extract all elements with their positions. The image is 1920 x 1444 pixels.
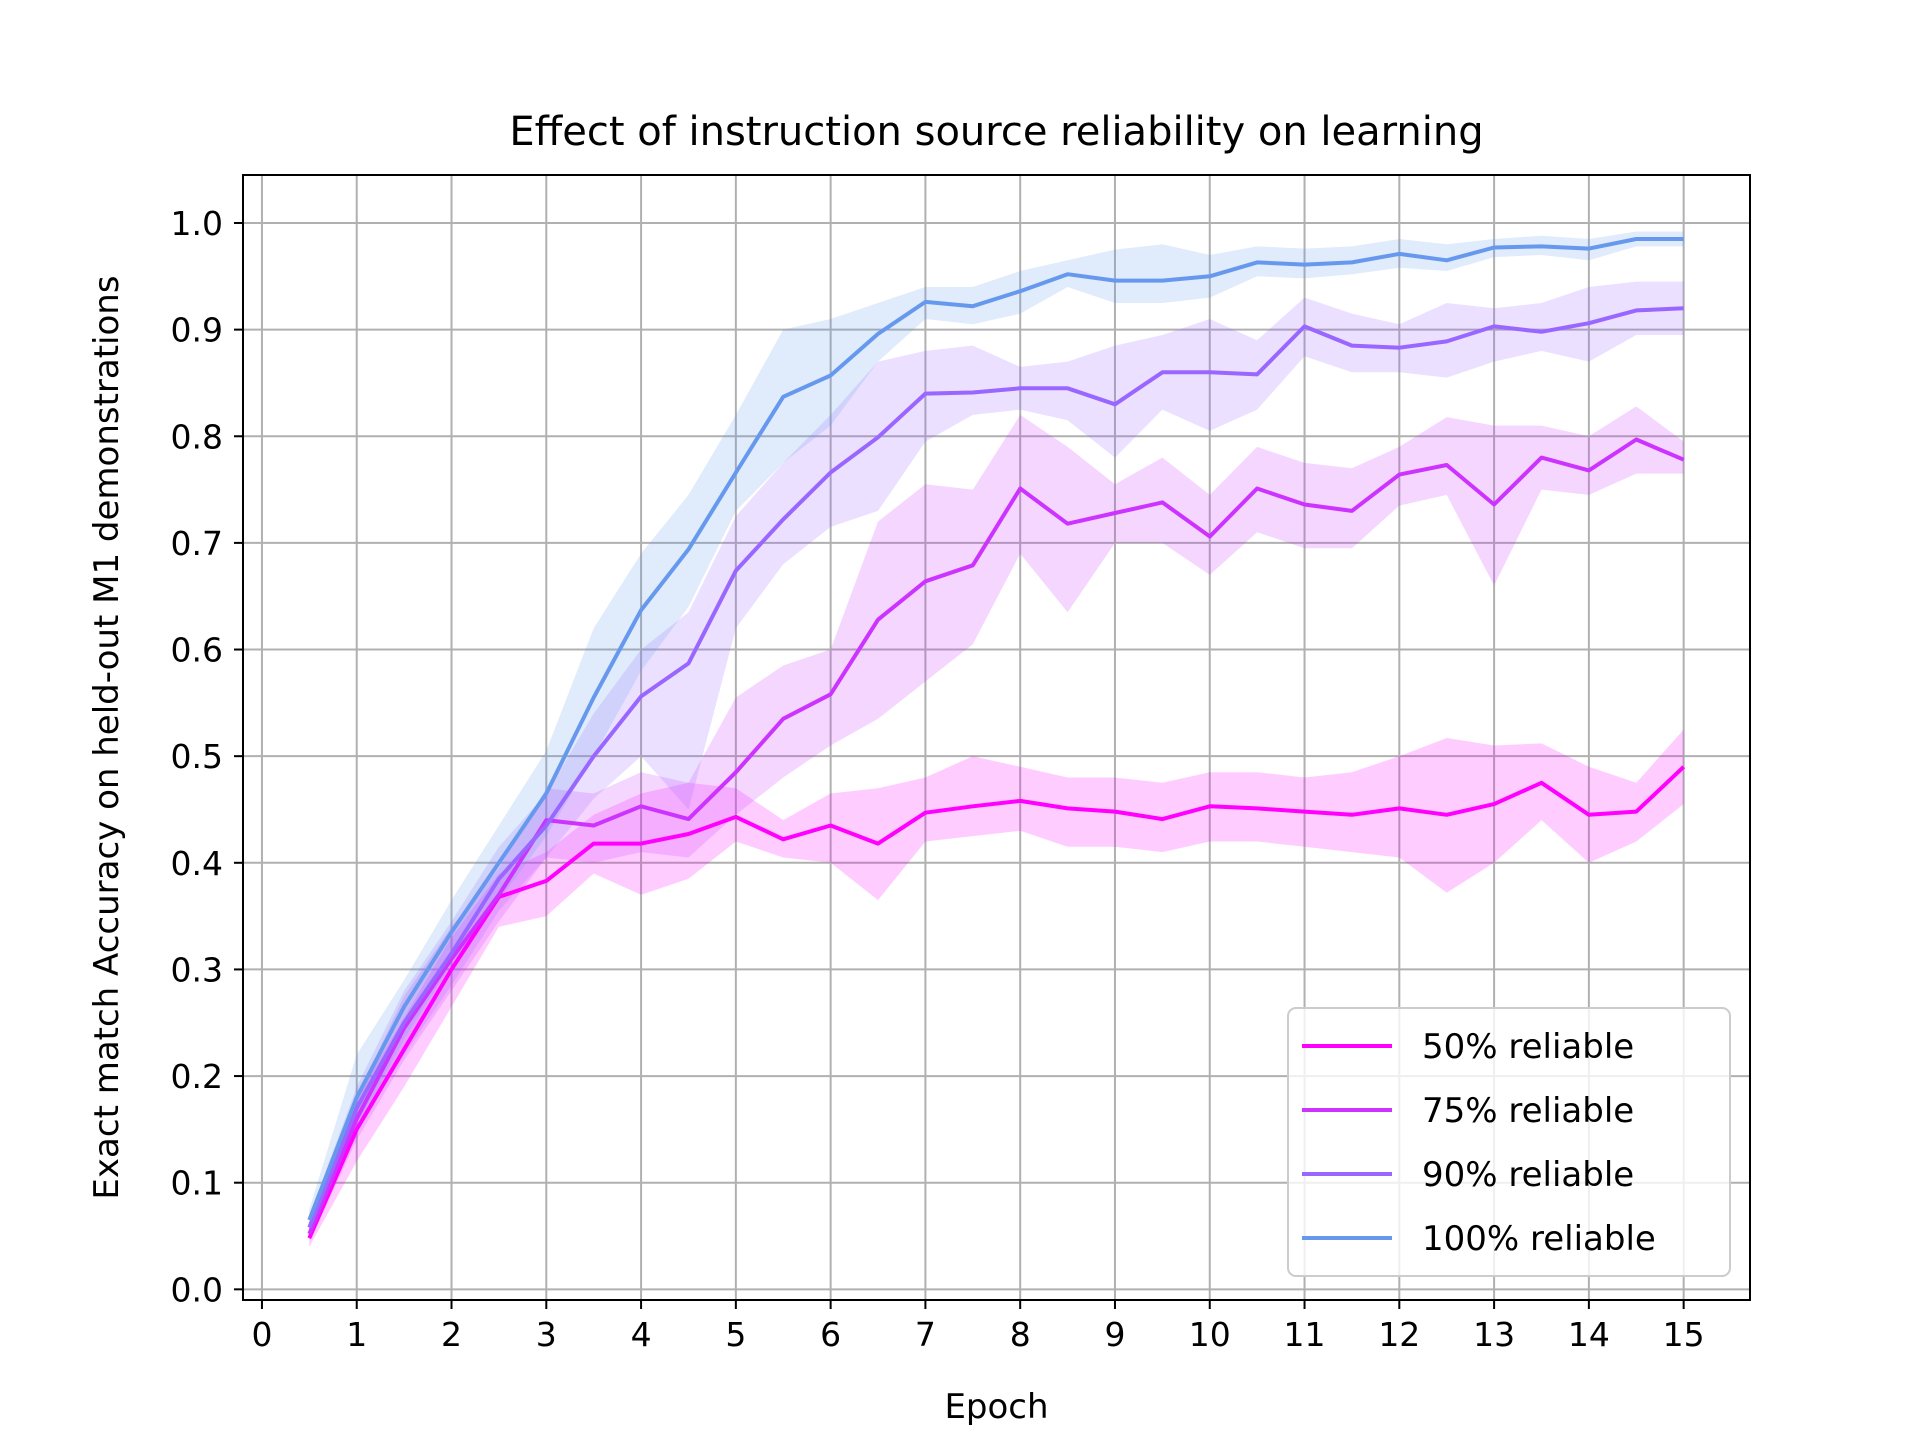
y-tick-label: 0.7: [171, 524, 223, 563]
x-tick-label: 12: [1378, 1315, 1420, 1354]
y-tick-label: 0.9: [171, 311, 223, 350]
plot-frame: [242, 174, 1751, 1301]
legend-label: 75% reliable: [1422, 1091, 1634, 1131]
axis-ticks: 0 1 2 3 4 5 6 7 8 9 10 11 12 13 14 150.00.10.20.30.40.5…: [171, 204, 1705, 1354]
x-tick-label: 8: [1010, 1315, 1031, 1354]
legend-label: 100% reliable: [1422, 1219, 1656, 1259]
legend-box: [1287, 1007, 1731, 1277]
x-tick-label: 3: [536, 1315, 557, 1354]
y-tick-label: 0.6: [171, 631, 223, 670]
x-tick-label: 7: [915, 1315, 936, 1354]
grid: [243, 175, 1750, 1300]
series-line-2: [307, 306, 1684, 1229]
x-tick-label: 5: [725, 1315, 746, 1354]
series-line-3: [307, 237, 1684, 1221]
confidence-band-0: [309, 729, 1684, 1247]
y-tick-label: 0.3: [171, 950, 223, 989]
x-tick-label: 10: [1189, 1315, 1231, 1354]
x-tick-label: 1: [346, 1315, 367, 1354]
confidence-band-3: [309, 231, 1684, 1231]
y-tick-label: 0.2: [171, 1057, 223, 1096]
x-tick-label: 0: [251, 1315, 272, 1354]
y-tick-label: 0.5: [171, 737, 223, 776]
y-tick-label: 0.1: [171, 1164, 223, 1203]
x-tick-label: 11: [1284, 1315, 1326, 1354]
y-tick-label: 0.8: [171, 417, 223, 456]
legend: 50% reliable 75% reliable 90% reliable 100%…: [1287, 1007, 1731, 1277]
x-tick-label: 13: [1473, 1315, 1515, 1354]
x-tick-label: 6: [820, 1315, 841, 1354]
y-tick-label: 0.0: [171, 1270, 223, 1309]
legend-label: 50% reliable: [1422, 1027, 1634, 1067]
y-axis-label: Exact match Accuracy on held-out M1 demo…: [87, 275, 127, 1199]
y-tick-label: 1.0: [171, 204, 223, 243]
series-lines: [307, 237, 1686, 1239]
x-tick-label: 9: [1104, 1315, 1125, 1354]
x-tick-label: 2: [441, 1315, 462, 1354]
y-tick-label: 0.4: [171, 844, 223, 883]
x-axis-label: Epoch: [944, 1387, 1048, 1427]
x-tick-label: 14: [1568, 1315, 1610, 1354]
x-tick-label: 4: [631, 1315, 652, 1354]
series-line-0: [307, 765, 1686, 1239]
confidence-band-2: [309, 281, 1684, 1237]
chart-title: Effect of instruction source reliability…: [509, 109, 1483, 155]
x-tick-label: 15: [1663, 1315, 1705, 1354]
legend-label: 90% reliable: [1422, 1155, 1634, 1195]
